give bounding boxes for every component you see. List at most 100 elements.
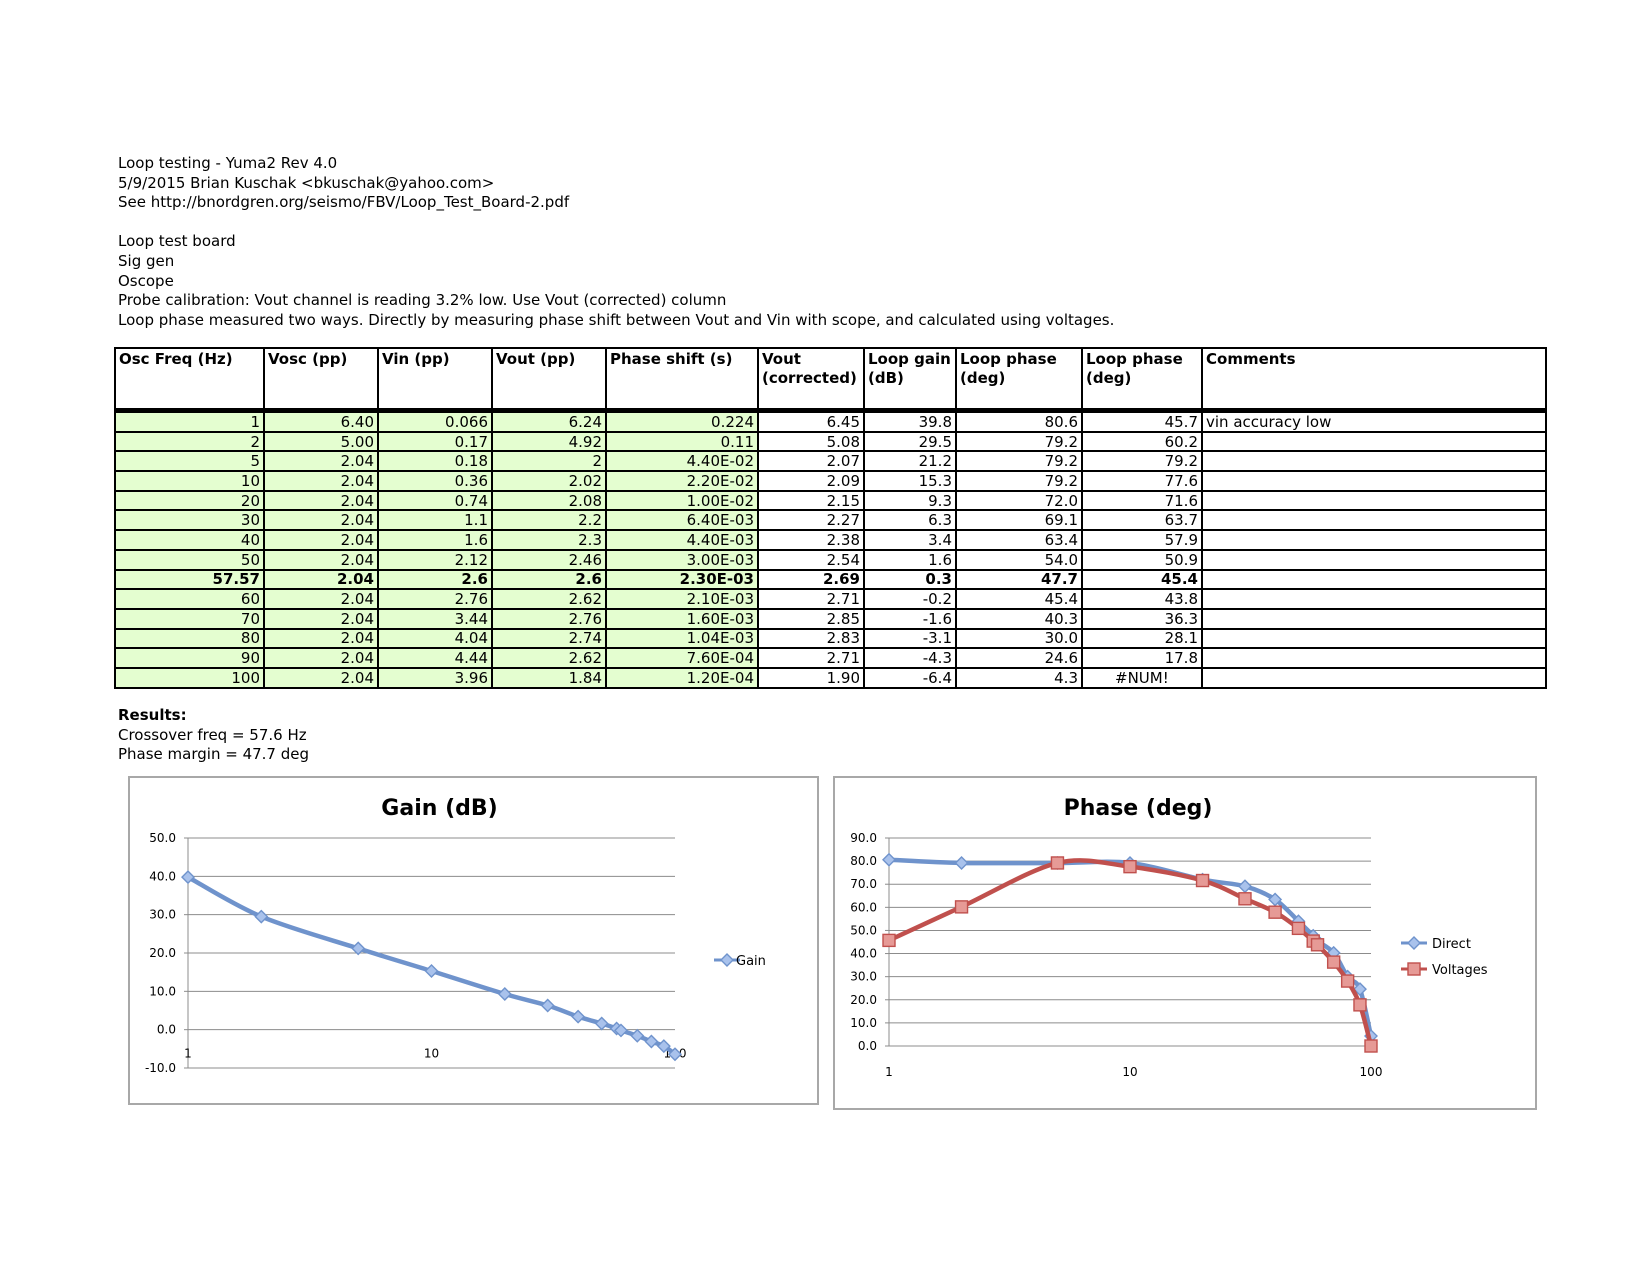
data-point	[1326, 955, 1341, 969]
document-header: Loop testing - Yuma2 Rev 4.0 5/9/2015 Br…	[118, 154, 1114, 330]
table-cell: 6.40E-03	[605, 509, 759, 532]
data-point	[882, 933, 896, 948]
data-point	[882, 852, 896, 867]
table-cell: 6.45	[757, 409, 865, 433]
y-tick-label: 60.0	[850, 900, 877, 914]
chart-title: Phase (deg)	[1064, 796, 1213, 821]
table-cell: 2.04	[263, 489, 379, 512]
data-point	[1237, 879, 1252, 894]
table-cell: #NUM!	[1081, 666, 1203, 689]
crossover-freq: Crossover freq = 57.6 Hz	[118, 725, 307, 744]
legend-label: Voltages	[1432, 963, 1488, 978]
table-cell: 45.7	[1081, 409, 1203, 433]
table-row: 40 2.04 1.6 2.3 4.40E-03 2.38 3.4 63.4 57.9	[114, 529, 1547, 551]
phase-margin: Phase margin = 47.7 deg	[118, 745, 310, 764]
data-point	[351, 941, 366, 956]
table-cell: 45.4	[1081, 568, 1203, 591]
table-cell	[1201, 470, 1547, 492]
table-cell: 2.76	[377, 588, 493, 610]
column-header: Phase shift (s)	[605, 347, 759, 413]
data-point	[1364, 1039, 1378, 1053]
data-point	[181, 870, 195, 885]
table-cell: 2.6	[491, 568, 607, 591]
y-tick-label: 0.0	[157, 1023, 176, 1037]
table-cell: 4.40E-03	[605, 529, 759, 551]
column-header: Loop gain (dB)	[863, 347, 957, 413]
data-point	[630, 1028, 645, 1043]
table-cell: 2.76	[491, 607, 607, 630]
table-row: 70 2.04 3.44 2.76 1.60E-03 2.85 -1.6 40.3 36.3	[114, 607, 1547, 630]
table-cell: 77.6	[1081, 470, 1203, 492]
data-point	[1123, 859, 1137, 874]
table-cell	[1201, 529, 1547, 551]
table-cell	[1201, 627, 1547, 650]
table-cell: 2.07	[757, 450, 865, 473]
data-point	[540, 998, 555, 1013]
data-point	[424, 964, 439, 979]
table-cell: 2.62	[491, 647, 607, 669]
table-cell: 2.04	[263, 450, 379, 473]
table-cell: 57.57	[114, 568, 265, 591]
table-cell: 0.18	[377, 450, 493, 473]
series-gain	[181, 870, 682, 1062]
table-cell: 2.10E-03	[605, 588, 759, 610]
table-row: 5 2.04 0.18 2 4.40E-02 2.07 21.2 79.2 79.2	[114, 450, 1547, 473]
table-cell: -0.2	[863, 588, 957, 610]
table-cell: 1.90	[757, 666, 865, 689]
column-header-text: (deg)	[960, 369, 1006, 387]
table-cell: 2.09	[757, 470, 865, 492]
table-cell: 30	[114, 509, 265, 532]
table-cell: 7.60E-04	[605, 647, 759, 669]
column-header-text: Osc Freq (Hz)	[119, 350, 233, 368]
results-heading: Results:	[118, 706, 187, 724]
table-cell: 1.60E-03	[605, 607, 759, 630]
column-header: Vosc (pp)	[263, 347, 379, 413]
table-cell: 21.2	[863, 450, 957, 473]
table-cell: 39.8	[863, 409, 957, 433]
table-cell: 2.20E-02	[605, 470, 759, 492]
data-point	[1268, 905, 1282, 919]
table-cell: 3.96	[377, 666, 493, 689]
column-header-text: Vin (pp)	[382, 350, 450, 368]
data-point	[656, 1039, 671, 1054]
equipment-line-3: Oscope	[118, 271, 174, 290]
table-cell: -4.3	[863, 647, 957, 669]
table-cell: vin accuracy low	[1201, 409, 1547, 433]
table-cell: 2.04	[263, 588, 379, 610]
table-cell: 0.3	[863, 568, 957, 591]
column-header-text: Vosc (pp)	[268, 350, 348, 368]
y-tick-label: 30.0	[149, 908, 176, 922]
table-cell: 6.3	[863, 509, 957, 532]
table-cell: 2.15	[757, 489, 865, 512]
table-body: 1 6.40 0.066 6.24 0.224 6.45 39.8 80.6 45.7 vin a…	[114, 409, 1547, 689]
table-cell: 2.2	[491, 509, 607, 532]
column-header: Loop phase (deg)	[1081, 347, 1203, 413]
column-header-text: (deg)	[1086, 369, 1132, 387]
y-tick-label: 90.0	[850, 831, 877, 845]
loop-test-table: Osc Freq (Hz) Vosc (pp) Vin (pp) Vout (pp) P…	[114, 347, 1547, 689]
table-cell: 0.11	[605, 430, 759, 453]
table-cell: 63.7	[1081, 509, 1203, 532]
table-cell: 10	[114, 470, 265, 492]
table-cell: 50	[114, 548, 265, 571]
table-cell: 2.30E-03	[605, 568, 759, 591]
data-point	[1310, 938, 1325, 952]
table-cell	[1201, 647, 1547, 669]
table-cell: 2	[491, 450, 607, 473]
table-cell: 2.04	[263, 509, 379, 532]
table-cell: 2.83	[757, 627, 865, 650]
table-cell: 6.24	[491, 409, 607, 433]
data-point	[497, 987, 512, 1002]
table-cell: 2.6	[377, 568, 493, 591]
table-header-row: Osc Freq (Hz) Vosc (pp) Vin (pp) Vout (pp) P…	[114, 347, 1547, 413]
table-cell	[1201, 568, 1547, 591]
table-cell: 2.38	[757, 529, 865, 551]
column-header: Loop phase (deg)	[955, 347, 1083, 413]
data-point	[1291, 921, 1306, 936]
table-cell	[1201, 489, 1547, 512]
table-cell: 3.44	[377, 607, 493, 630]
data-point	[1195, 873, 1210, 888]
table-cell: 2.54	[757, 548, 865, 571]
table-cell: 2.08	[491, 489, 607, 512]
table-cell: 3.4	[863, 529, 957, 551]
